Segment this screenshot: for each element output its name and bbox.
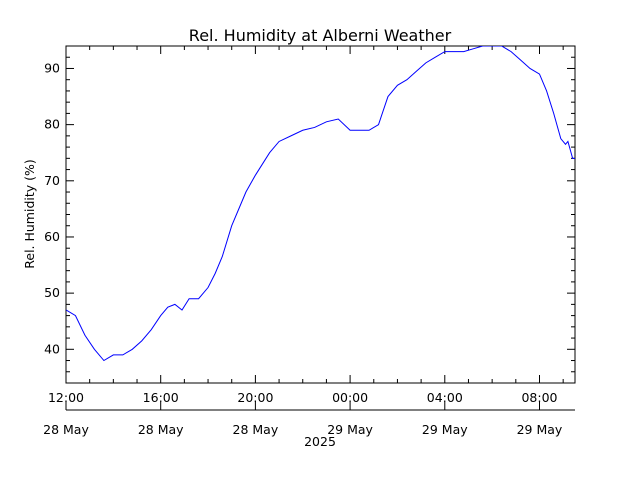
x-tick-time-label: 20:00 (237, 390, 273, 405)
x-axis: 12:00 16:00 20:00 00:00 04:00 08:00 (48, 46, 564, 405)
x-tick-date-label: 29 May (327, 422, 373, 437)
humidity-series-line (66, 46, 575, 362)
y-axis: 40 50 60 70 80 90 (44, 45, 575, 373)
x-tick-time-label: 04:00 (427, 390, 463, 405)
x-tick-time-label: 12:00 (48, 390, 84, 405)
x-tick-date-label: 28 May (43, 422, 89, 437)
x-tick-time-label: 16:00 (143, 390, 179, 405)
y-tick-label: 60 (44, 229, 60, 244)
x-tick-time-label: 00:00 (332, 390, 368, 405)
y-tick-label: 70 (44, 173, 60, 188)
x-tick-date-label: 28 May (233, 422, 279, 437)
x-axis-year-label: 2025 (304, 434, 336, 449)
y-axis-label: Rel. Humidity (%) (22, 159, 37, 269)
x-tick-date-label: 29 May (517, 422, 563, 437)
x-tick-date-label: 29 May (422, 422, 468, 437)
x-tick-time-label: 08:00 (521, 390, 557, 405)
y-tick-label: 40 (44, 341, 60, 356)
y-tick-label: 80 (44, 117, 60, 132)
x-tick-date-label: 28 May (138, 422, 184, 437)
plot-frame (65, 45, 576, 384)
y-tick-label: 90 (44, 60, 60, 75)
y-tick-label: 50 (44, 285, 60, 300)
chart-title: Rel. Humidity at Alberni Weather (189, 26, 452, 45)
lower-time-axis: 28 May 28 May 28 May 29 May 29 May 29 May (43, 402, 563, 437)
